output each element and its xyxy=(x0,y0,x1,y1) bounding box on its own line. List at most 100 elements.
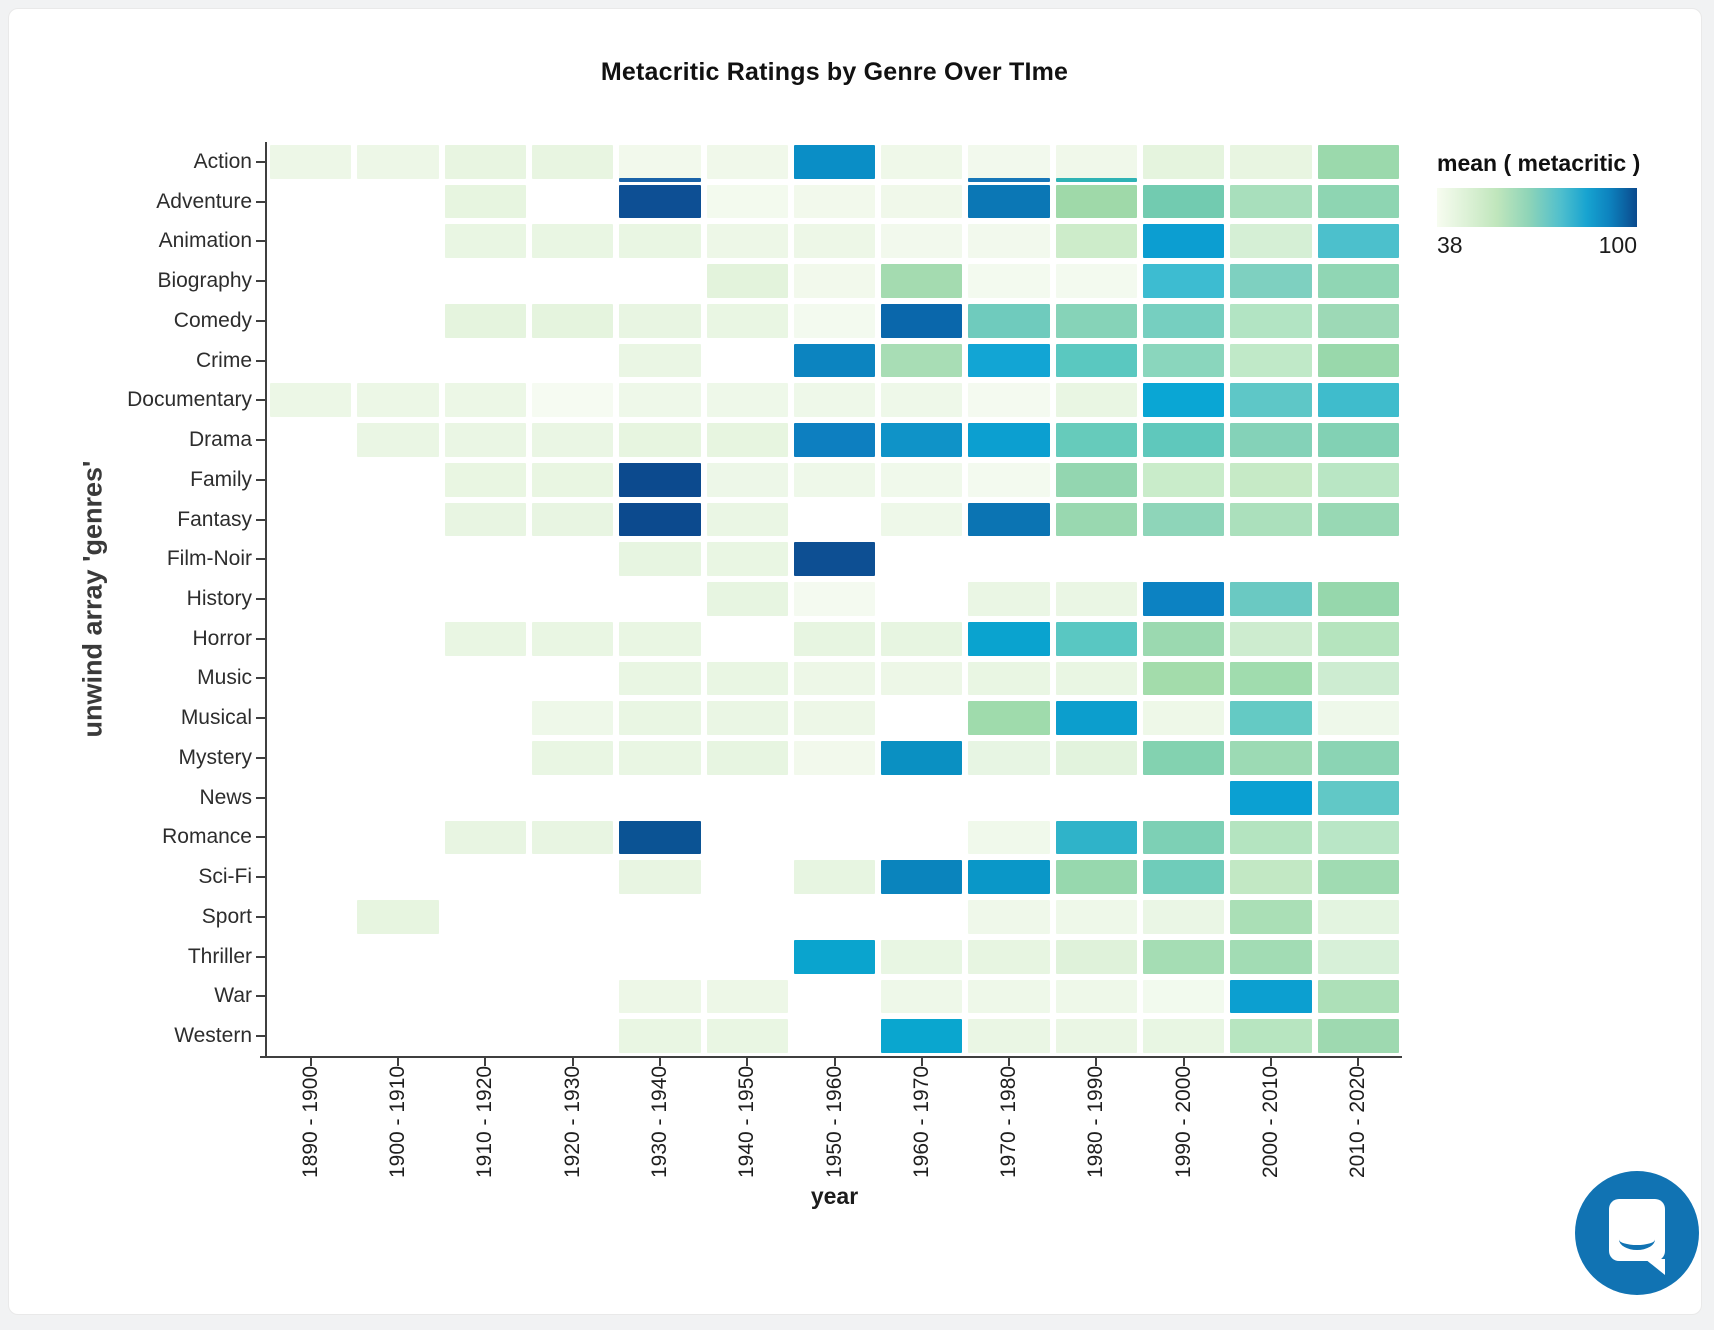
heatmap-cell[interactable] xyxy=(791,221,878,261)
chat-launcher-button[interactable] xyxy=(1575,1171,1699,1295)
heatmap-cell[interactable] xyxy=(878,261,965,301)
heatmap-cell[interactable] xyxy=(1315,142,1402,182)
heatmap-cell[interactable] xyxy=(1315,619,1402,659)
heatmap-cell[interactable] xyxy=(965,301,1052,341)
heatmap-cell[interactable] xyxy=(965,738,1052,778)
heatmap-cell[interactable] xyxy=(1315,937,1402,977)
heatmap-cell[interactable] xyxy=(1227,897,1314,937)
heatmap-cell[interactable] xyxy=(1053,182,1140,222)
heatmap-cell[interactable] xyxy=(965,937,1052,977)
heatmap-cell[interactable] xyxy=(616,341,703,381)
heatmap-cell[interactable] xyxy=(791,420,878,460)
heatmap-cell[interactable] xyxy=(354,380,441,420)
heatmap-cell[interactable] xyxy=(442,460,529,500)
heatmap-cell[interactable] xyxy=(704,182,791,222)
heatmap-cell[interactable] xyxy=(965,659,1052,699)
heatmap-cell[interactable] xyxy=(878,221,965,261)
heatmap-cell[interactable] xyxy=(1053,261,1140,301)
heatmap-cell[interactable] xyxy=(791,539,878,579)
heatmap-cell[interactable] xyxy=(1315,698,1402,738)
heatmap-cell[interactable] xyxy=(529,818,616,858)
heatmap-cell[interactable] xyxy=(791,738,878,778)
heatmap-cell[interactable] xyxy=(878,380,965,420)
heatmap-cell[interactable] xyxy=(1227,818,1314,858)
heatmap-cell[interactable] xyxy=(1140,1016,1227,1056)
heatmap-cell[interactable] xyxy=(1140,221,1227,261)
heatmap-cell[interactable] xyxy=(1053,977,1140,1017)
heatmap-cell[interactable] xyxy=(1140,818,1227,858)
heatmap-cell[interactable] xyxy=(704,460,791,500)
heatmap-cell[interactable] xyxy=(1315,301,1402,341)
heatmap-cell[interactable] xyxy=(1227,1016,1314,1056)
heatmap-cell[interactable] xyxy=(529,301,616,341)
heatmap-cell[interactable] xyxy=(616,420,703,460)
heatmap-cell[interactable] xyxy=(878,738,965,778)
heatmap-cell[interactable] xyxy=(965,818,1052,858)
heatmap-cell[interactable] xyxy=(1227,977,1314,1017)
heatmap-cell[interactable] xyxy=(1053,142,1140,182)
heatmap-cell[interactable] xyxy=(1053,460,1140,500)
heatmap-cell[interactable] xyxy=(1140,897,1227,937)
heatmap-cell[interactable] xyxy=(1140,142,1227,182)
heatmap-cell[interactable] xyxy=(616,500,703,540)
heatmap-cell[interactable] xyxy=(965,1016,1052,1056)
heatmap-cell[interactable] xyxy=(791,619,878,659)
heatmap-cell[interactable] xyxy=(704,420,791,460)
heatmap-cell[interactable] xyxy=(1315,897,1402,937)
heatmap-cell[interactable] xyxy=(1227,420,1314,460)
heatmap-cell[interactable] xyxy=(791,301,878,341)
heatmap-cell[interactable] xyxy=(1140,341,1227,381)
heatmap-cell[interactable] xyxy=(1227,738,1314,778)
heatmap-cell[interactable] xyxy=(704,539,791,579)
heatmap-cell[interactable] xyxy=(704,500,791,540)
heatmap-cell[interactable] xyxy=(1315,380,1402,420)
heatmap-cell[interactable] xyxy=(529,221,616,261)
heatmap-cell[interactable] xyxy=(616,1016,703,1056)
heatmap-cell[interactable] xyxy=(1053,818,1140,858)
heatmap-cell[interactable] xyxy=(616,619,703,659)
heatmap-cell[interactable] xyxy=(791,182,878,222)
heatmap-cell[interactable] xyxy=(1315,659,1402,699)
heatmap-cell[interactable] xyxy=(1227,182,1314,222)
heatmap-cell[interactable] xyxy=(267,142,354,182)
heatmap-cell[interactable] xyxy=(704,221,791,261)
heatmap-cell[interactable] xyxy=(1053,500,1140,540)
heatmap-cell[interactable] xyxy=(1053,698,1140,738)
heatmap-cell[interactable] xyxy=(965,897,1052,937)
heatmap-cell[interactable] xyxy=(1140,659,1227,699)
heatmap-cell[interactable] xyxy=(791,261,878,301)
heatmap-cell[interactable] xyxy=(965,857,1052,897)
heatmap-cell[interactable] xyxy=(616,659,703,699)
heatmap-cell[interactable] xyxy=(1053,897,1140,937)
heatmap-cell[interactable] xyxy=(442,420,529,460)
heatmap-cell[interactable] xyxy=(704,579,791,619)
heatmap-cell[interactable] xyxy=(1053,738,1140,778)
heatmap-cell[interactable] xyxy=(965,380,1052,420)
heatmap-cell[interactable] xyxy=(965,698,1052,738)
heatmap-cell[interactable] xyxy=(1315,977,1402,1017)
heatmap-cell[interactable] xyxy=(791,937,878,977)
heatmap-cell[interactable] xyxy=(1140,500,1227,540)
heatmap-cell[interactable] xyxy=(1140,579,1227,619)
heatmap-cell[interactable] xyxy=(965,420,1052,460)
heatmap-cell[interactable] xyxy=(1140,261,1227,301)
heatmap-cell[interactable] xyxy=(704,261,791,301)
heatmap-cell[interactable] xyxy=(1315,182,1402,222)
heatmap-cell[interactable] xyxy=(704,659,791,699)
heatmap-cell[interactable] xyxy=(965,341,1052,381)
heatmap-cell[interactable] xyxy=(965,500,1052,540)
heatmap-cell[interactable] xyxy=(267,380,354,420)
heatmap-cell[interactable] xyxy=(1315,778,1402,818)
heatmap-cell[interactable] xyxy=(791,659,878,699)
heatmap-cell[interactable] xyxy=(1227,221,1314,261)
heatmap-cell[interactable] xyxy=(878,619,965,659)
heatmap-cell[interactable] xyxy=(616,977,703,1017)
heatmap-cell[interactable] xyxy=(1315,1016,1402,1056)
heatmap-cell[interactable] xyxy=(878,301,965,341)
heatmap-cell[interactable] xyxy=(878,420,965,460)
heatmap-cell[interactable] xyxy=(878,460,965,500)
heatmap-cell[interactable] xyxy=(1053,857,1140,897)
heatmap-cell[interactable] xyxy=(1053,380,1140,420)
heatmap-cell[interactable] xyxy=(616,142,703,182)
heatmap-cell[interactable] xyxy=(442,380,529,420)
